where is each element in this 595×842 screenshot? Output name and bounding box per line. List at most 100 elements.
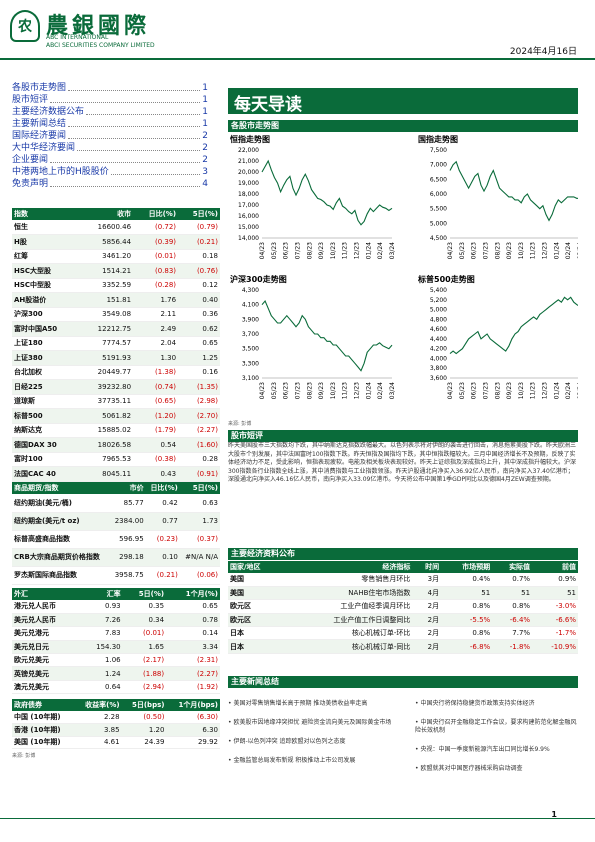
market-comment-text: 昨天美国股市三大指数均下跌，其中纳斯达克指数跌幅最大。以色列表示将对伊朗的袭击进…: [228, 442, 577, 484]
x-tick-label: 01/24: [365, 382, 372, 399]
table-cell: 5191.93: [79, 350, 134, 366]
x-tick-label: 01/24: [553, 382, 560, 399]
table-header: 商品期货/指数: [12, 482, 110, 494]
table-cell: 标普500: [12, 408, 80, 424]
news-item[interactable]: • 伊朗-以色列冲突 追踪欧盟对以色列之态度: [228, 738, 346, 745]
table-cell: 工业产值经季调月环比: [283, 599, 413, 614]
table-cell: 2.11: [133, 307, 179, 322]
series-line: [261, 299, 393, 372]
table-row: 富时中国A50 12212.75 2.49 0.62: [12, 321, 220, 337]
econ-table: 国家/地区 经济指标 时间 市场预期 实际值 前值 美国 零售销售月环比 3月 0.4% 0.7% 0…: [228, 561, 578, 654]
news-item[interactable]: • 欧盟就其对中国医疗器械采购启动调查: [415, 765, 523, 772]
table-row: H股 5856.44 (0.39) (0.21): [12, 234, 220, 250]
table-cell: HSC大型股: [12, 263, 80, 279]
table-cell: 0.40: [178, 292, 220, 308]
y-tick-label: 3,800: [430, 365, 447, 372]
indices-table: 指数 收市 日比(%) 5日(%) 恒生 16600.46 (0.72) (0.79) H股 58…: [12, 208, 220, 482]
table-cell: -10.9%: [532, 639, 578, 654]
table-cell: 纳斯达克: [12, 423, 80, 438]
toc-item-label: 中港两地上市的H股股价: [12, 167, 109, 177]
table-header: 市价: [109, 482, 146, 494]
table-cell: 154.30: [80, 640, 123, 655]
table-cell: 上证380: [12, 350, 80, 366]
table-row: 罗杰斯国际商品指数 3958.75 (0.21) (0.06): [12, 566, 220, 585]
table-cell: (0.01): [133, 249, 179, 264]
table-row: 美元兑港元 7.83 (0.01) 0.14: [12, 626, 220, 641]
news-item[interactable]: • 中国央行召开金融稳定工作会议，要求构建防范化解金融风险长效机制: [415, 719, 577, 734]
x-tick-label: 11/23: [530, 382, 537, 399]
news-item[interactable]: • 金融监管总局发布新规 积极推动上市公司发展: [228, 757, 356, 764]
table-row: 欧元区 工业产值经季调月环比 2月 0.8% 0.8% -3.0%: [228, 599, 578, 614]
table-header: 5日(%): [122, 588, 167, 600]
toc-item[interactable]: 主要经济数据公布 1: [12, 106, 208, 118]
x-tick-label: 09/23: [318, 242, 325, 259]
toc-item-page: 2: [202, 131, 208, 141]
news-item[interactable]: • 美国对零售销售增长高于预期 推动美债收益率走高: [228, 700, 368, 707]
table-row: 红筹 3461.20 (0.01) 0.18: [12, 249, 220, 264]
table-cell: -6.6%: [532, 613, 578, 628]
header-divider: [0, 58, 595, 60]
table-cell: 恒生: [12, 220, 80, 235]
toc-item-label: 主要经济数据公布: [12, 107, 85, 117]
table-cell: 51: [441, 586, 493, 601]
table-cell: 1.06: [80, 653, 123, 668]
x-tick-label: 07/23: [482, 242, 489, 259]
footer-divider: [0, 818, 595, 819]
table-cell: 核心机械订单-环比: [283, 626, 413, 641]
toc-item[interactable]: 主要新闻总结 1: [12, 118, 208, 130]
table-cell: 3461.20: [79, 249, 134, 264]
x-tick-label: 03/24: [389, 382, 396, 399]
y-tick-label: 4,200: [430, 346, 447, 353]
toc-item[interactable]: 大中华经济要闻 2: [12, 142, 208, 154]
table-row: 标普500 5061.82 (1.20) (2.70): [12, 408, 220, 424]
table-cell: 3.85: [74, 723, 122, 737]
table-cell: (0.06): [179, 566, 220, 585]
toc-item[interactable]: 国际经济要闻 2: [12, 130, 208, 142]
x-tick-label: 04/23: [259, 242, 266, 259]
toc-item[interactable]: 股市短评 1: [12, 94, 208, 106]
y-tick-label: 4,400: [430, 336, 447, 343]
table-cell: 红筹: [12, 249, 80, 264]
table-cell: 51: [532, 586, 578, 601]
x-tick-label: 11/23: [342, 242, 349, 259]
table-cell: 1.73: [179, 512, 220, 531]
table-cell: 16600.46: [79, 220, 134, 235]
y-tick-label: 3,600: [430, 375, 447, 382]
x-tick-label: 02/24: [565, 242, 572, 259]
table-header: 5日(%): [178, 208, 220, 220]
table-cell: 2月: [412, 626, 442, 641]
y-tick-label: 3,500: [242, 346, 259, 353]
table-of-contents: 各股市走势图 1 股市短评 1 主要经济数据公布 1 主要新闻总结 1 国际经济要闻 2 大中华经济…: [12, 82, 208, 190]
table-row: 欧元兑美元 1.06 (2.17) (2.31): [12, 653, 220, 668]
table-header: 1个月(%): [166, 588, 220, 600]
chart-title: 国指走势图: [418, 134, 458, 144]
news-item[interactable]: • 中国央行将保持稳健货币政策支持实体经济: [415, 700, 535, 707]
news-item[interactable]: • 央视：中国一季度新能源汽车出口同比增长9.9%: [415, 746, 550, 753]
toc-item-page: 4: [202, 179, 208, 189]
table-row: 日经225 39232.80 (0.74) (1.35): [12, 379, 220, 395]
x-tick-label: 03/24: [389, 242, 396, 259]
table-cell: 0.93: [80, 600, 123, 614]
table-cell: 0.9%: [532, 573, 578, 587]
toc-leader: [68, 130, 201, 139]
toc-leader: [50, 178, 201, 187]
table-cell: (0.50): [121, 711, 167, 724]
news-item[interactable]: • 欧美股市因地缘冲突担忧 避险资金流向美元及国际黄金市场: [228, 719, 392, 726]
toc-item[interactable]: 中港两地上市的H股股价 3: [12, 166, 208, 178]
y-tick-label: 5,400: [430, 287, 447, 294]
table-cell: 1.76: [133, 292, 179, 308]
x-tick-label: 08/23: [306, 382, 313, 399]
table-cell: 5061.82: [79, 408, 134, 424]
table-cell: 0.34: [122, 613, 167, 628]
toc-item[interactable]: 企业要闻 2: [12, 154, 208, 166]
table-cell: (1.79): [133, 423, 179, 438]
table-row: 法国CAC 40 8045.11 0.43 (0.91): [12, 466, 220, 482]
x-tick-label: 04/23: [447, 242, 454, 259]
toc-item[interactable]: 各股市走势图 1: [12, 82, 208, 94]
table-cell: 美国 (10年期): [12, 736, 75, 749]
table-cell: 0.35: [122, 600, 167, 614]
commodities-table: 商品期货/指数 市价 日比(%) 5日(%) 纽约期油(美元/桶) 85.77 0.42 0.…: [12, 482, 220, 585]
toc-item[interactable]: 免责声明 4: [12, 178, 208, 190]
table-row: 恒生 16600.46 (0.72) (0.79): [12, 220, 220, 235]
table-header: 政府债券: [12, 699, 75, 711]
